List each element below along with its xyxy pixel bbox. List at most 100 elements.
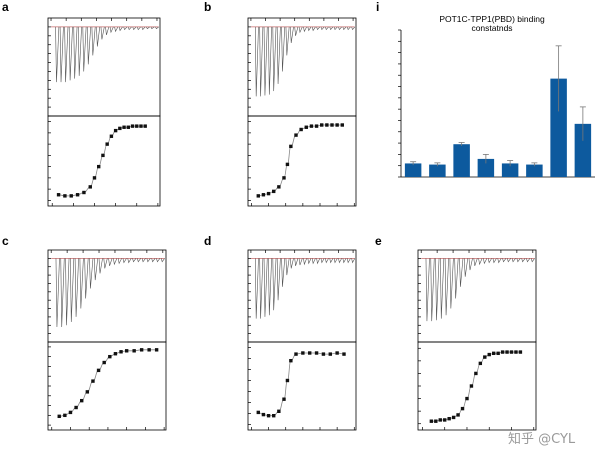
panel-letter: b [204, 0, 211, 14]
panel-letter: c [2, 234, 9, 248]
data-point [301, 351, 305, 355]
data-point [261, 193, 266, 197]
injection-peak [254, 26, 259, 97]
data-point [57, 414, 61, 419]
data-point [320, 123, 324, 127]
injection-peak [526, 258, 531, 263]
injection-peak [132, 26, 137, 31]
data-point [314, 351, 319, 355]
injection-peak [329, 258, 334, 264]
injection-peak [259, 26, 264, 97]
injection-peak [160, 258, 165, 263]
data-point [483, 355, 487, 359]
injection-peak [530, 258, 535, 263]
data-point [342, 352, 346, 356]
data-point [113, 128, 118, 133]
injection-peak [55, 258, 60, 327]
data-point [126, 125, 131, 129]
injection-peak [497, 258, 502, 264]
bar [404, 163, 422, 177]
injection-peak [521, 258, 526, 263]
data-point [299, 127, 303, 132]
panel-letter: d [204, 234, 211, 248]
injection-peak [492, 258, 497, 264]
injection-peak [93, 258, 99, 281]
data-point [272, 189, 276, 194]
data-point [289, 359, 293, 363]
injection-peak [487, 258, 492, 264]
injection-peak [333, 26, 338, 31]
injection-peak [303, 26, 307, 33]
injection-peak [132, 258, 137, 263]
data-point [139, 348, 144, 352]
chart-title-line: POT1C-TPP1(PBD) binding [439, 14, 545, 24]
injection-peak [320, 258, 325, 264]
injection-peak [338, 258, 342, 264]
injection-peak [440, 258, 445, 319]
injection-peak [118, 26, 123, 32]
panel-letter: a [2, 0, 9, 14]
injection-peak [141, 26, 146, 31]
data-point [487, 352, 491, 357]
data-point [285, 378, 290, 383]
data-point [308, 351, 312, 355]
data-point [113, 352, 118, 356]
data-point [266, 414, 271, 418]
injection-peak [146, 258, 151, 263]
data-point [294, 352, 298, 356]
injection-peak [55, 26, 60, 83]
data-point [75, 193, 80, 197]
injection-peak [307, 26, 312, 32]
injection-peak [430, 258, 435, 322]
data-point [514, 350, 518, 354]
data-point [272, 414, 276, 418]
data-point [132, 349, 136, 353]
injection-peak [114, 26, 119, 33]
chart-title-line: constatnds [471, 23, 512, 33]
data-point [97, 164, 101, 169]
injection-peak [468, 258, 473, 271]
binding-plot-frame [417, 341, 537, 431]
bar [477, 158, 495, 177]
injection-peak [127, 26, 132, 31]
data-point [92, 176, 97, 180]
data-point [328, 352, 332, 356]
panel-letter: e [375, 234, 382, 248]
injection-peak [151, 258, 156, 263]
data-point [88, 185, 92, 189]
injection-peak [105, 26, 110, 36]
data-point [256, 194, 260, 198]
injection-peak [329, 26, 334, 31]
injection-peak [346, 26, 351, 31]
data-point [282, 176, 286, 180]
data-point [478, 361, 483, 366]
data-point [330, 123, 334, 127]
injection-peak [141, 258, 146, 263]
bar [501, 163, 519, 177]
data-point [139, 124, 143, 128]
injection-peak [320, 26, 325, 31]
injection-peak [298, 26, 303, 34]
injection-peak [268, 258, 272, 316]
injection-peak [122, 258, 127, 264]
data-point [434, 419, 438, 423]
injection-peak [285, 26, 290, 56]
bar [550, 78, 567, 177]
data-point [438, 418, 442, 422]
injection-peak [351, 258, 356, 264]
injection-peak [507, 258, 512, 263]
injection-peak [311, 258, 316, 265]
injection-peak [259, 258, 264, 319]
data-point [82, 190, 86, 195]
injection-peak [338, 26, 342, 31]
data-point [474, 371, 478, 376]
data-point [429, 419, 434, 423]
injection-peak [483, 258, 488, 265]
injection-peak [254, 258, 259, 319]
injection-peak [294, 26, 299, 36]
data-point [85, 390, 90, 394]
injection-peak [298, 258, 303, 266]
injection-peak [89, 258, 94, 289]
injection-peak [91, 26, 96, 56]
